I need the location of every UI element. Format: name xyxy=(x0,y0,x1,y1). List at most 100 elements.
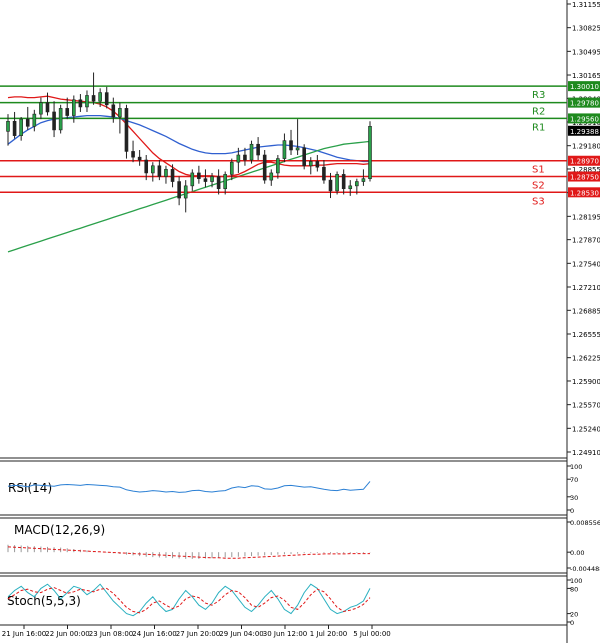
time-tick-label: 24 Jun 16:00 xyxy=(132,630,176,638)
candle-body xyxy=(322,166,326,181)
level-label-r1: R1 xyxy=(532,122,545,133)
candle-body xyxy=(355,181,359,187)
candle-body xyxy=(45,102,50,113)
candle-body xyxy=(348,185,353,190)
price-tick-label: 1.28195 xyxy=(572,213,600,221)
candle-body xyxy=(177,181,181,199)
candlesticks xyxy=(6,72,372,213)
indicator-tick-label: 30 xyxy=(570,494,578,502)
candle-body xyxy=(19,118,23,136)
macd-axis: 0.008556 0.00 -0.004488 xyxy=(567,519,600,573)
candle-body xyxy=(302,147,306,167)
candle-body xyxy=(276,158,280,174)
indicator-tick-label: 70 xyxy=(570,476,578,484)
price-axis: 1.311551.308251.304951.301651.298401.295… xyxy=(567,1,600,457)
price-tag-r1 xyxy=(568,113,600,124)
price-tick-label: 1.27540 xyxy=(572,260,600,268)
candle-body xyxy=(256,143,260,156)
price-tag-label: 1.30010 xyxy=(570,83,599,91)
price-tick-label: 1.26225 xyxy=(572,355,600,363)
level-label-r2: R2 xyxy=(532,107,545,118)
time-axis: 21 Jun 16:00 22 Jun 00:00 23 Jun 08:00 24 J… xyxy=(2,625,391,638)
time-tick-label: 30 Jun 12:00 xyxy=(263,630,307,638)
level-label-r3: R3 xyxy=(532,90,545,101)
price-tag-r2 xyxy=(568,97,600,108)
macd-label: MACD(12,26,9) xyxy=(14,523,105,537)
candle-body xyxy=(157,165,162,177)
candle-body xyxy=(282,140,287,159)
indicator-tick-label: 0 xyxy=(570,619,574,627)
price-tick-label: 1.30165 xyxy=(572,72,600,80)
candle-body xyxy=(85,95,89,108)
candle-body xyxy=(210,176,214,182)
price-tick-label: 1.25900 xyxy=(572,378,600,386)
stoch-d-curve xyxy=(7,587,371,614)
price-tick-label: 1.27870 xyxy=(572,237,600,245)
macd-signal-curve xyxy=(7,546,370,559)
price-tag-label: 1.29560 xyxy=(570,115,599,123)
stoch-lines xyxy=(7,583,371,617)
indicator-tick-label: 0.00 xyxy=(570,549,584,557)
candle-body xyxy=(197,172,201,179)
price-tag-r3 xyxy=(568,81,600,92)
price-tick-label: 1.25570 xyxy=(572,402,600,410)
candle-body xyxy=(72,99,76,116)
candle-body xyxy=(111,104,116,118)
moving-average-line xyxy=(7,140,371,253)
candle-body xyxy=(223,174,227,190)
price-tick-label: 1.24910 xyxy=(572,449,600,457)
price-tick-label: 1.25240 xyxy=(572,425,600,433)
candle-body xyxy=(361,178,366,182)
candle-body xyxy=(32,113,37,127)
rsi-curve xyxy=(7,481,371,493)
candle-body xyxy=(118,108,122,118)
candle-body xyxy=(315,161,320,168)
price-tick-label: 1.29180 xyxy=(572,143,600,151)
time-tick-label: 22 Jun 00:00 xyxy=(45,630,89,638)
price-tag-label: 1.29780 xyxy=(570,100,599,108)
price-tag-label: 1.28970 xyxy=(570,158,599,166)
time-tick-label: 23 Jun 08:00 xyxy=(89,630,133,638)
candle-body xyxy=(295,147,300,151)
macd-panel: MACD(12,26,9) 0.008556 0.00 -0.004488 xyxy=(0,517,600,574)
candle-body xyxy=(58,108,63,131)
candle-body xyxy=(39,102,43,115)
indicator-tick-label: 0.008556 xyxy=(570,519,600,527)
indicator-tick-label: 20 xyxy=(570,611,578,619)
level-label-s1: S1 xyxy=(532,165,545,176)
price-tag-label: 1.28750 xyxy=(570,174,599,182)
time-tick-label: 21 Jun 16:00 xyxy=(2,630,46,638)
indicator-tick-label: 100 xyxy=(570,463,582,471)
price-tick-label: 1.31155 xyxy=(572,1,600,9)
indicator-tick-label: 80 xyxy=(570,585,578,593)
candle-body xyxy=(308,161,313,167)
candle-body xyxy=(368,126,372,179)
candle-body xyxy=(341,174,346,190)
time-tick-label: 1 Jul 20:00 xyxy=(310,630,348,638)
price-tick-label: 1.26885 xyxy=(572,307,600,315)
candle-body xyxy=(12,120,17,136)
stoch-label: Stoch(5,5,3) xyxy=(7,594,81,608)
time-tick-label: 27 Jun 20:00 xyxy=(176,630,220,638)
macd-signal-line xyxy=(7,546,370,559)
candle-body xyxy=(98,92,102,102)
candle-body xyxy=(203,178,208,182)
price-tags: 1.30010 1.29780 1.29560 1.28970 1.28750 1.285… xyxy=(568,81,600,198)
price-tag-s1 xyxy=(568,155,600,166)
price-tick-label: 1.30495 xyxy=(572,48,600,56)
candle-body xyxy=(104,92,109,106)
stoch-k-curve xyxy=(7,583,371,617)
candle-body xyxy=(137,156,142,161)
candle-body xyxy=(25,118,30,127)
candle-body xyxy=(124,108,129,152)
time-tick-label: 29 Jun 04:00 xyxy=(219,630,263,638)
candle-body xyxy=(335,174,339,192)
candle-body xyxy=(151,165,155,174)
price-tick-label: 1.26555 xyxy=(572,331,600,339)
candle-body xyxy=(131,151,135,158)
candle-body xyxy=(269,172,274,181)
moving-average-line xyxy=(7,114,370,163)
candle-body xyxy=(249,143,254,161)
